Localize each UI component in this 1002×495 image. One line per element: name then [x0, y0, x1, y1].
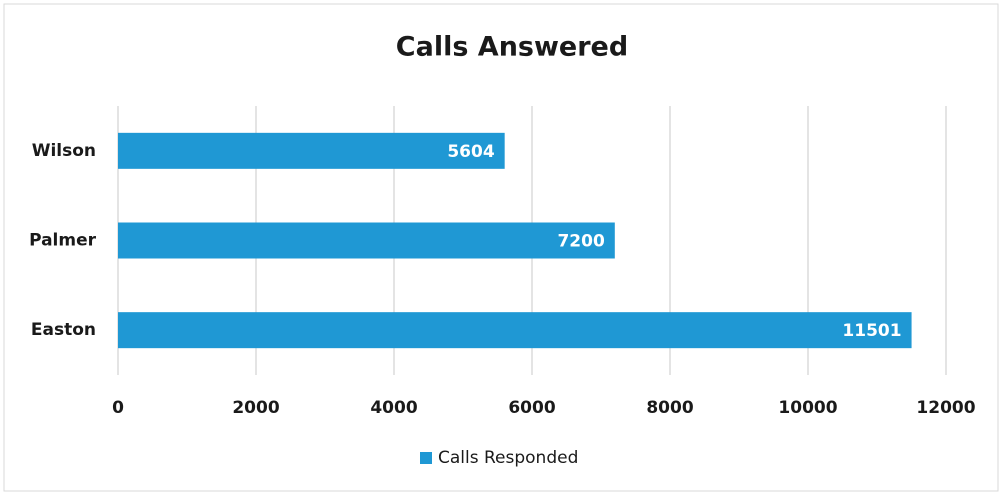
y-tick-label: Palmer	[29, 231, 97, 251]
x-tick-label: 8000	[646, 398, 693, 418]
legend-swatch	[420, 452, 432, 464]
legend-label: Calls Responded	[438, 448, 578, 468]
x-tick-label: 12000	[916, 398, 975, 418]
x-tick-label: 6000	[508, 398, 555, 418]
bar	[118, 222, 615, 259]
x-tick-label: 10000	[778, 398, 837, 418]
chart-title: Calls Answered	[396, 32, 628, 63]
x-tick-label: 4000	[370, 398, 417, 418]
y-tick-label: Wilson	[32, 141, 96, 161]
y-tick-label: Easton	[31, 320, 96, 340]
data-label: 5604	[447, 142, 494, 162]
x-tick-label: 0	[112, 398, 124, 418]
x-tick-label: 2000	[232, 398, 279, 418]
bar	[118, 312, 912, 349]
data-label: 7200	[557, 232, 604, 252]
data-label: 11501	[842, 321, 901, 341]
bar	[118, 132, 505, 169]
